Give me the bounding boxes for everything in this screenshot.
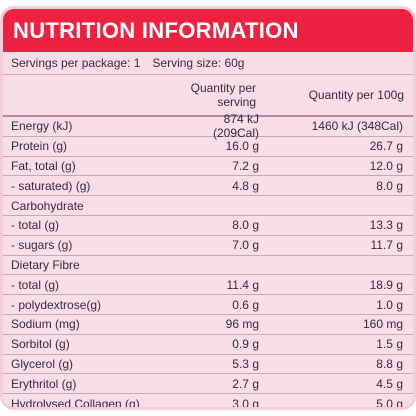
row-per100-value: 1.5 g [376, 337, 403, 352]
table-row: Carbohydrate [3, 196, 413, 216]
table-row: Glycerol (g) 5.3 g 8.8 g [3, 355, 413, 375]
row-serving-value: 0.9 g [232, 337, 259, 352]
row-label: Carbohydrate [11, 198, 84, 213]
row-serving-value: 96 mg [225, 317, 259, 332]
row-serving-value: 16.0 g [225, 139, 259, 154]
row-per100-value: 13.3 g [369, 218, 403, 233]
nutrition-panel: NUTRITION INFORMATION Servings per packa… [0, 6, 416, 410]
row-per100-value: 11.7 g [370, 238, 403, 253]
row-per100-value: 18.9 g [369, 277, 403, 292]
row-label: - polydextrose(g) [11, 297, 102, 312]
row-per100-value: 5.0 g [376, 396, 403, 410]
table-row: Sodium (mg) 96 mg 160 mg [3, 315, 413, 335]
table-row: Hydrolysed Collagen (g) 3.0 g 5.0 g [3, 394, 413, 410]
table-row: - polydextrose(g) 0.6 g 1.0 g [3, 295, 413, 315]
row-label: Dietary Fibre [11, 257, 80, 272]
table-row: - total (g) 8.0 g 13.3 g [3, 216, 413, 236]
row-serving-value: 3.0 g [232, 396, 259, 410]
column-header-per-100g: Quantity per 100g [308, 88, 404, 102]
table-row: Energy (kJ) 874 kJ (209Cal) 1460 kJ (348… [3, 112, 413, 140]
nutrition-rows: Energy (kJ) 874 kJ (209Cal) 1460 kJ (348… [3, 112, 413, 410]
row-label: - total (g) [11, 218, 60, 233]
row-label: Fat, total (g) [11, 158, 76, 173]
row-serving-value: 2.7 g [232, 376, 259, 391]
row-label: - saturated) (g) [11, 178, 91, 193]
row-per100-value: 8.0 g [376, 178, 403, 193]
table-row: Dietary Fibre [3, 256, 413, 276]
serving-size: Serving size: 60g [152, 56, 245, 70]
row-serving-value: 7.0 g [232, 238, 259, 253]
row-label: - total (g) [11, 277, 60, 292]
row-per100-value: 12.0 g [369, 158, 403, 173]
row-serving-value: 874 kJ (209Cal) [212, 112, 259, 141]
row-per100-value: 8.8 g [376, 356, 403, 371]
row-serving-value: 8.0 g [232, 218, 259, 233]
row-per100-value: 26.7 g [369, 139, 403, 154]
panel-title: NUTRITION INFORMATION [3, 9, 413, 52]
row-label: Glycerol (g) [11, 356, 74, 371]
row-per100-value: 1.0 g [376, 297, 403, 312]
table-row: - saturated) (g) 4.8 g 8.0 g [3, 176, 413, 197]
table-row: Protein (g) 16.0 g 26.7 g [3, 137, 413, 157]
servings-line: Servings per package: 1 Serving size: 60… [3, 52, 413, 75]
row-label: Sodium (mg) [11, 317, 80, 332]
row-serving-value: 5.3 g [232, 356, 259, 371]
row-per100-value: 1460 kJ (348Cal) [311, 119, 403, 134]
table-row: Erythritol (g) 2.7 g 4.5 g [3, 374, 413, 395]
column-header-per-serving: Quantity per serving [190, 81, 256, 109]
servings-per-package: Servings per package: 1 [11, 56, 141, 70]
table-row: Sorbitol (g) 0.9 g 1.5 g [3, 335, 413, 355]
row-serving-value: 0.6 g [232, 297, 259, 312]
table-row: - sugars (g) 7.0 g 11.7 g [3, 236, 413, 256]
row-label: Erythritol (g) [11, 376, 77, 391]
row-label: Energy (kJ) [11, 119, 73, 134]
row-label: Hydrolysed Collagen (g) [11, 396, 140, 410]
row-serving-value: 4.8 g [232, 178, 259, 193]
row-per100-value: 4.5 g [376, 376, 403, 391]
table-row: Fat, total (g) 7.2 g 12.0 g [3, 157, 413, 177]
row-label: Sorbitol (g) [11, 337, 70, 352]
table-row: - total (g) 11.4 g 18.9 g [3, 275, 413, 296]
row-serving-value: 7.2 g [232, 158, 259, 173]
row-per100-value: 160 mg [362, 317, 403, 332]
row-label: Protein (g) [11, 139, 68, 154]
row-label: - sugars (g) [11, 238, 73, 253]
column-header: Quantity per serving Quantity per 100g [3, 75, 413, 117]
row-serving-value: 11.4 g [226, 277, 259, 292]
